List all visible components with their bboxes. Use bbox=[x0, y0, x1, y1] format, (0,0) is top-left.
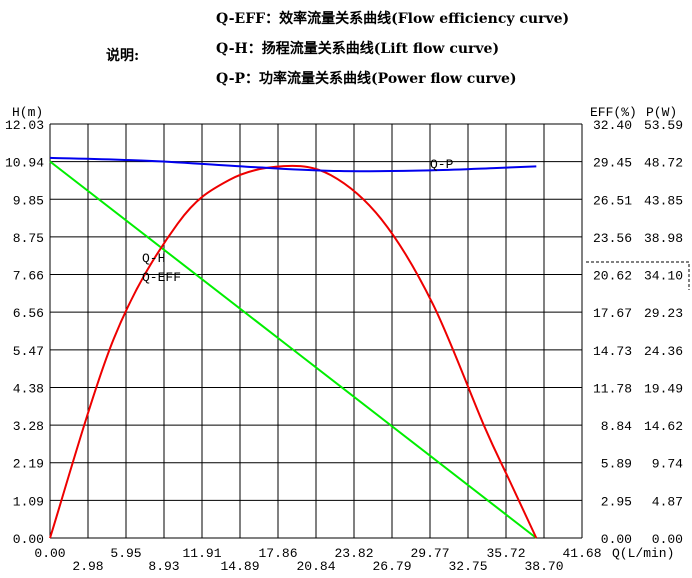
h-tick-label: 1.09 bbox=[13, 494, 44, 509]
p-tick-label: 43.85 bbox=[644, 193, 683, 208]
p-tick-label: 48.72 bbox=[644, 156, 683, 171]
p-tick-label: 9.74 bbox=[652, 457, 683, 472]
h-tick-label: 10.94 bbox=[5, 156, 44, 171]
selection-box bbox=[586, 261, 690, 290]
h-tick-label: 0.00 bbox=[13, 532, 44, 547]
x-tick-label: 8.93 bbox=[148, 559, 179, 574]
x-tick-label: 2.98 bbox=[72, 559, 103, 574]
eff-tick-label: 8.84 bbox=[601, 419, 632, 434]
p-tick-label: 29.23 bbox=[644, 306, 683, 321]
eff-tick-label: 11.78 bbox=[593, 381, 632, 396]
h-tick-label: 4.38 bbox=[13, 381, 44, 396]
p-tick-label: 4.87 bbox=[652, 494, 683, 509]
p-tick-label: 0.00 bbox=[652, 532, 683, 547]
x-tick-label: 32.75 bbox=[448, 559, 487, 574]
eff-tick-label: 20.62 bbox=[593, 269, 632, 284]
p-tick-label: 24.36 bbox=[644, 344, 683, 359]
series-label-q-h: Q-H bbox=[142, 251, 165, 266]
legend-item-q-h: Q-H：扬程流量关系曲线(Lift flow curve) bbox=[216, 41, 500, 57]
eff-tick-label: 5.89 bbox=[601, 457, 632, 472]
series-label-q-eff: Q-EFF bbox=[142, 270, 181, 285]
legend-caption: 说明: bbox=[106, 48, 140, 64]
legend-item-q-p: Q-P：功率流量关系曲线(Power flow curve) bbox=[216, 71, 517, 87]
p-tick-label: 34.10 bbox=[644, 269, 683, 284]
h-tick-label: 6.56 bbox=[13, 306, 44, 321]
x-tick-label: 26.79 bbox=[372, 559, 411, 574]
eff-tick-label: 32.40 bbox=[593, 118, 632, 133]
x-axis-label: Q(L/min) bbox=[612, 546, 674, 561]
h-tick-label: 12.03 bbox=[5, 118, 44, 133]
series-label-q-p: Q-P bbox=[430, 157, 454, 172]
p-tick-label: 53.59 bbox=[644, 118, 683, 133]
eff-tick-label: 29.45 bbox=[593, 156, 632, 171]
p-tick-label: 14.62 bbox=[644, 419, 683, 434]
x-tick-label: 17.86 bbox=[258, 546, 297, 561]
x-tick-label: 20.84 bbox=[296, 559, 335, 574]
h-tick-label: 9.85 bbox=[13, 193, 44, 208]
h-tick-label: 8.75 bbox=[13, 231, 44, 246]
x-tick-label: 0.00 bbox=[34, 546, 65, 561]
series-line-q-h bbox=[49, 160, 537, 539]
h-tick-label: 5.47 bbox=[13, 344, 44, 359]
eff-tick-label: 0.00 bbox=[601, 532, 632, 547]
eff-tick-label: 17.67 bbox=[593, 306, 632, 321]
eff-tick-label: 14.73 bbox=[593, 344, 632, 359]
x-tick-label: 14.89 bbox=[220, 559, 259, 574]
legend-item-q-eff: Q-EFF：效率流量关系曲线(Flow efficiency curve) bbox=[216, 11, 570, 27]
eff-tick-label: 23.56 bbox=[593, 231, 632, 246]
x-tick-label: 11.91 bbox=[182, 546, 221, 561]
eff-tick-label: 26.51 bbox=[593, 193, 632, 208]
x-tick-label: 29.77 bbox=[410, 546, 449, 561]
x-tick-label: 35.72 bbox=[486, 546, 525, 561]
h-tick-label: 2.19 bbox=[13, 457, 44, 472]
h-tick-label: 7.66 bbox=[13, 269, 44, 284]
series-line-q-p bbox=[49, 156, 537, 173]
x-tick-label: 23.82 bbox=[334, 546, 373, 561]
h-tick-label: 3.28 bbox=[13, 419, 44, 434]
p-tick-label: 19.49 bbox=[644, 381, 683, 396]
y-axis-label-p: P(W) bbox=[646, 105, 677, 120]
p-tick-label: 38.98 bbox=[644, 231, 683, 246]
y-axis-label-h: H(m) bbox=[12, 105, 43, 120]
y-axis-label-eff: EFF(%) bbox=[590, 105, 637, 120]
x-tick-label: 5.95 bbox=[110, 546, 141, 561]
eff-tick-label: 2.95 bbox=[601, 494, 632, 509]
x-tick-label: 41.68 bbox=[562, 546, 601, 561]
x-tick-label: 38.70 bbox=[524, 559, 563, 574]
